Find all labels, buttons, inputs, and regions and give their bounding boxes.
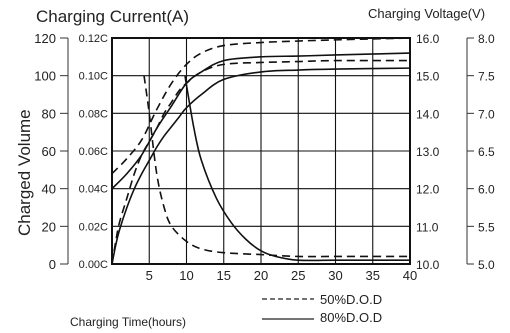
tick-label-voltage-cell: 7.0 (478, 107, 495, 121)
tick-label-voltage-battery: 12.0 (416, 183, 440, 197)
tick-label-x: 15 (217, 268, 231, 283)
series-charged-volume-80-dod (111, 67, 411, 265)
x-axis-label: Charging Time(hours) (70, 315, 186, 329)
tick-label-voltage-cell: 6.0 (478, 183, 495, 197)
tick-label-voltage-battery: 14.0 (416, 107, 440, 121)
tick-label-voltage-cell: 5.5 (478, 220, 495, 234)
tick-label-volume: 120 (34, 31, 56, 46)
tick-label-current: 0.04C (79, 184, 108, 196)
tick-label-voltage-battery: 13.0 (416, 145, 440, 159)
series-charged-volume-50-dod (111, 59, 411, 265)
tick-label-volume: 100 (34, 69, 56, 84)
tick-label-voltage-battery: 16.0 (416, 32, 440, 46)
tick-label-x: 25 (291, 268, 305, 283)
tick-label-volume: 40 (42, 182, 56, 197)
series-charging-current-50-dod (143, 75, 410, 258)
series-charging-voltage-50-dod (111, 37, 411, 175)
tick-label-current: 0.06C (79, 146, 108, 158)
chart-title-left: Charging Current(A) (36, 7, 189, 26)
tick-labels: 0 20 40 60 80 100 120 0.00C 0.02C 0.04C 0.06C 0.08C… (34, 31, 495, 283)
legend-label-80-dod: 80%D.O.D (320, 310, 382, 325)
tick-label-current: 0.02C (79, 221, 108, 233)
tick-label-x: 35 (366, 268, 380, 283)
legend: 50%D.O.D 80%D.O.D (262, 292, 382, 325)
series-charging-voltage-80-dod (111, 52, 411, 190)
tick-label-volume: 0 (49, 257, 56, 272)
tick-label-voltage-battery: 15.0 (416, 70, 440, 84)
tick-label-voltage-cell: 8.0 (478, 32, 495, 46)
plot-frame (111, 37, 411, 265)
tick-label-volume: 20 (42, 219, 56, 234)
tick-label-voltage-battery: 11.0 (416, 220, 439, 234)
tick-label-x: 20 (254, 268, 268, 283)
tick-label-x: 10 (179, 268, 193, 283)
grid (112, 38, 410, 264)
tick-label-x: 30 (328, 268, 342, 283)
legend-label-50-dod: 50%D.O.D (320, 292, 382, 307)
chart-title-right: Charging Voltage(V) (368, 6, 485, 21)
series-lines (111, 37, 411, 265)
series-charging-current-80-dod (184, 75, 410, 262)
tick-label-x: 5 (146, 268, 153, 283)
tick-label-voltage-battery: 10.0 (416, 258, 440, 272)
tick-label-voltage-cell: 6.5 (478, 145, 495, 159)
tick-label-volume: 60 (42, 144, 56, 159)
tick-label-x: 40 (403, 268, 417, 283)
tick-label-current: 0.00C (79, 259, 108, 271)
tick-label-voltage-cell: 5.0 (478, 258, 495, 272)
tick-label-volume: 80 (42, 106, 56, 121)
tick-label-voltage-cell: 7.5 (478, 70, 495, 84)
tick-label-current: 0.08C (79, 108, 108, 120)
tick-label-current: 0.10C (79, 71, 108, 83)
tick-label-current: 0.12C (79, 33, 108, 45)
y-axis-label: Charged Volume (15, 109, 34, 236)
